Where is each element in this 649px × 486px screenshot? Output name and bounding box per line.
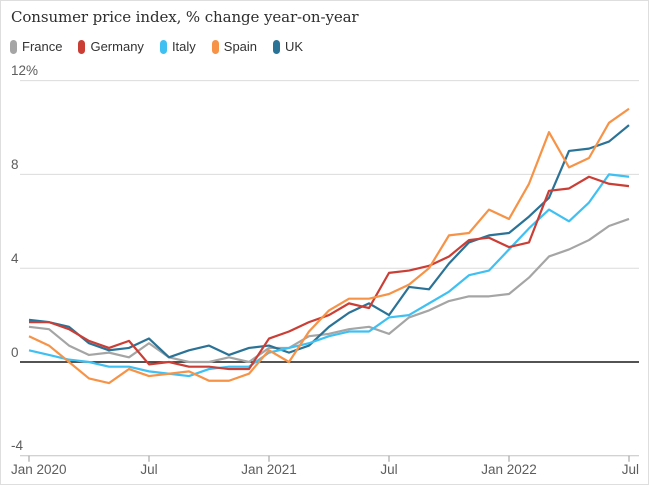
y-axis-label: 8 (11, 156, 19, 172)
legend-swatch-germany (78, 40, 86, 54)
y-axis-label: 4 (11, 250, 19, 266)
x-axis-label: Jul (380, 462, 398, 477)
legend-label: Italy (171, 39, 196, 54)
series-line-germany (29, 175, 630, 371)
legend-swatch-uk (273, 40, 281, 54)
series-line-italy (28, 173, 630, 378)
x-axis-label: Jan 2020 (11, 462, 67, 477)
legend-swatch-france (10, 40, 17, 54)
legend-item-spain: Spain (211, 39, 258, 54)
legend-item-uk: UK (273, 40, 303, 54)
x-axis-label: Jan 2021 (241, 462, 297, 477)
legend-item-italy: Italy (159, 39, 196, 54)
y-axis-label: -4 (11, 438, 24, 454)
legend-label: Germany (90, 39, 144, 54)
legend-item-germany: Germany (78, 39, 144, 54)
legend-item-france: France (10, 40, 62, 54)
series-line-uk (28, 124, 630, 359)
y-axis-label: 12% (11, 63, 39, 79)
legend-label: Spain (223, 39, 258, 54)
x-axis-label: Jul (621, 462, 639, 477)
y-axis-label: 0 (11, 344, 19, 360)
legend-label: France (22, 39, 63, 54)
legend-label: UK (285, 39, 304, 54)
chart-title: Consumer price index, % change year-on-y… (11, 8, 359, 26)
x-axis-label: Jan 2022 (481, 462, 537, 477)
legend-swatch-italy (159, 40, 167, 54)
x-axis-label: Jul (140, 462, 158, 477)
legend-swatch-spain (211, 40, 219, 54)
legend: France Germany Italy Spain UK (10, 39, 303, 55)
series-line-spain (28, 107, 630, 385)
series-line-france (28, 217, 630, 364)
